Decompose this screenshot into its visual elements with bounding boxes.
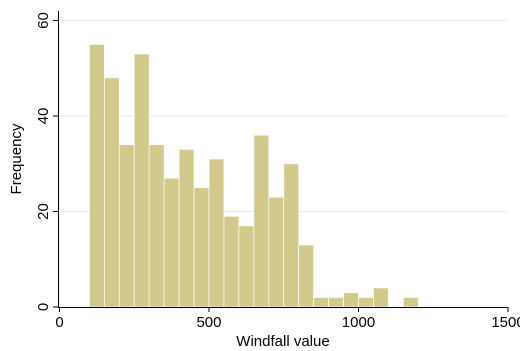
- bars: [89, 44, 419, 308]
- y-axis-label: Frequency: [8, 123, 25, 194]
- histogram-bar: [313, 297, 329, 308]
- histogram-bar: [193, 187, 210, 308]
- x-tick-label: 0: [55, 314, 63, 331]
- histogram-bar: [283, 163, 300, 308]
- x-tick-label: 500: [196, 314, 221, 331]
- histogram-bar: [253, 134, 270, 308]
- histogram-bar: [238, 225, 255, 308]
- histogram-bar: [328, 297, 344, 308]
- histogram-bar: [133, 53, 150, 308]
- y-axis-ticks: 0 20 40 60: [35, 12, 58, 311]
- y-tick-label: 20: [35, 203, 52, 220]
- histogram-bar: [358, 297, 374, 308]
- histogram-bar: [373, 287, 389, 308]
- y-tick-label: 40: [35, 108, 52, 125]
- x-axis-label: Windfall value: [236, 333, 329, 350]
- y-tick-label: 0: [35, 303, 52, 311]
- histogram-bar: [402, 297, 419, 308]
- y-tick-label: 60: [35, 12, 52, 29]
- histogram-bar: [89, 44, 105, 308]
- histogram-bar: [118, 144, 135, 308]
- histogram-bar: [208, 158, 225, 308]
- histogram-bar: [148, 144, 165, 308]
- x-tick-label: 1000: [342, 314, 375, 331]
- histogram-bar: [223, 215, 240, 308]
- histogram-bar: [178, 149, 195, 308]
- histogram-bar: [268, 196, 285, 308]
- histogram-bar: [103, 77, 120, 308]
- histogram-bar: [163, 177, 180, 308]
- histogram-bar: [343, 292, 359, 308]
- histogram-bar: [298, 244, 314, 308]
